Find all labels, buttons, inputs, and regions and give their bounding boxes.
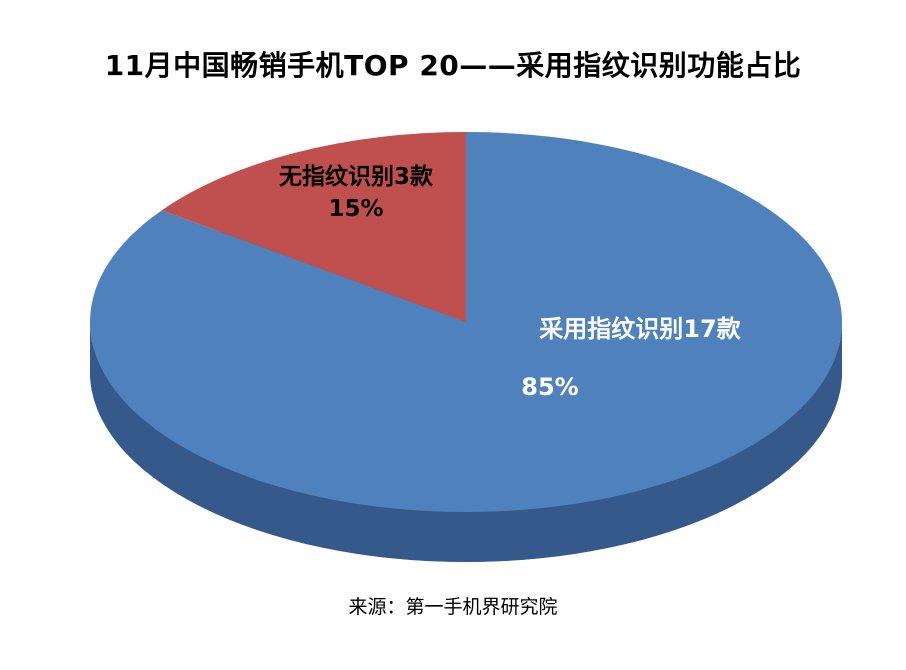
slice-label-no-fingerprint-text: 无指纹识别3款	[278, 164, 433, 190]
slice-label-fingerprint: 采用指纹识别17款	[539, 315, 741, 343]
slice-label-no-fingerprint: 无指纹识别3款 15%	[206, 163, 506, 225]
source-caption: 来源：第一手机界研究院	[348, 596, 558, 618]
slice-percent-fingerprint: 85%	[521, 373, 579, 401]
chart-title: 11月中国畅销手机TOP 20——采用指纹识别功能占比	[104, 49, 802, 82]
slice-percent-no-fingerprint: 15%	[328, 195, 384, 222]
